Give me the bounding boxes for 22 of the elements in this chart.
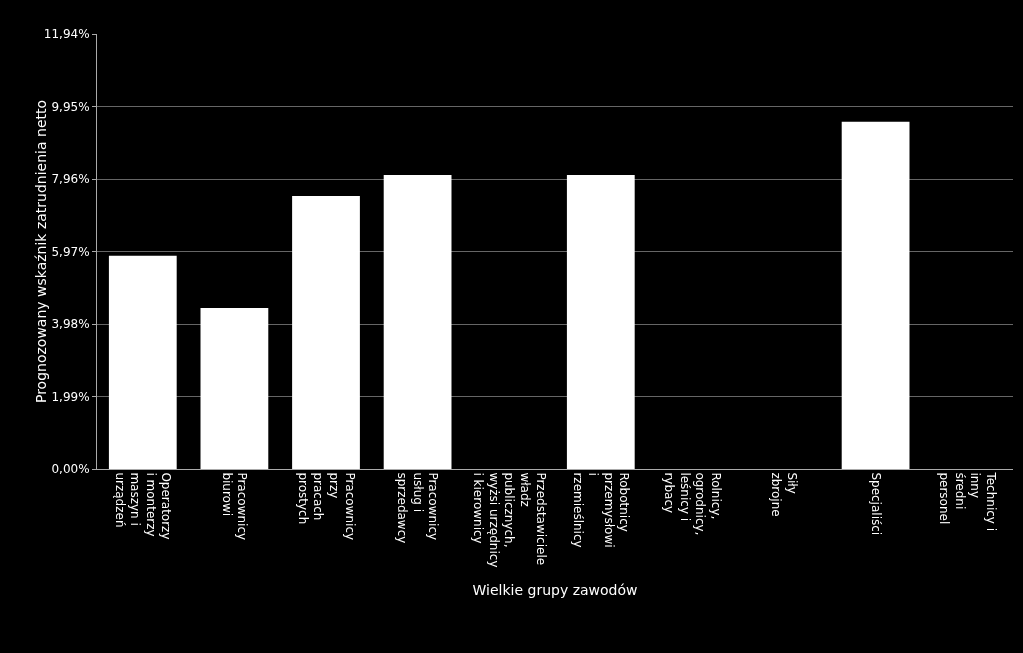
y-tick-label: 7,96% [51,172,90,187]
bar [383,174,452,469]
bar [200,307,269,469]
x-tick-label: Pracownicy biurowi [219,472,250,541]
x-tick-label: Specjaliści [868,472,883,536]
x-tick-label: Technicy i inny średni personel [936,471,998,532]
bar [108,255,177,469]
y-tick-label: 11,94% [43,27,90,42]
y-tick-label: 1,99% [51,389,90,404]
x-axis-title: Wielkie grupy zawodów [472,581,638,598]
x-tick-label: Rolnicy, ogrodnicy, leśnicy i rybacy [662,472,723,536]
x-tick-label: Siły zbrojne [769,472,799,517]
bar [841,121,910,469]
bar [566,174,635,469]
y-tick-label: 3,98% [51,317,90,332]
x-tick-label: Operatorzy i monterzy maszyn i urządzeń [112,472,174,540]
bar [292,196,360,469]
x-tick-label: Pracownicy przy pracach prostych [295,472,357,541]
y-tick-label: 0,00% [51,462,90,477]
y-tick-label: 9,95% [51,99,90,114]
y-tick-label: 5,97% [51,244,90,259]
y-axis-title: Prognozowany wskaźnik zatrudnienia netto [33,99,50,404]
